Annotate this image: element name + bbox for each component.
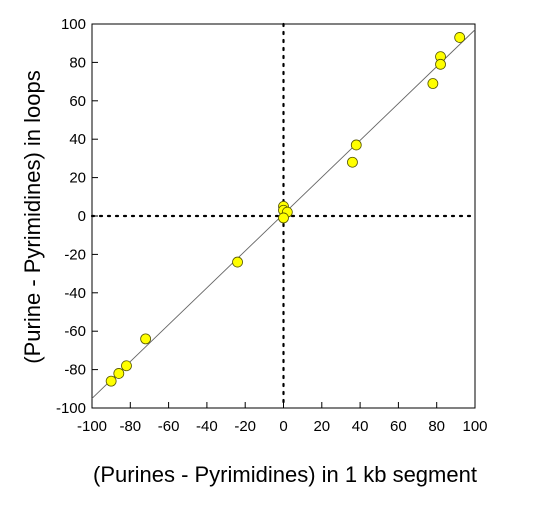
data-point (113, 368, 125, 379)
data-point (427, 78, 439, 89)
x-tick-label: 20 (313, 418, 330, 435)
data-point (454, 32, 466, 43)
x-tick-label: 0 (279, 418, 287, 435)
y-axis-label: (Purine - Pyrimidines) in loops (20, 70, 45, 363)
y-tick-label: 0 (78, 208, 86, 225)
data-point (140, 333, 152, 345)
y-tick-label: 60 (69, 93, 86, 110)
y-tick-label: 80 (69, 54, 86, 71)
data-point (350, 139, 362, 151)
x-tick-label: -80 (119, 418, 141, 435)
data-point (347, 156, 358, 168)
data-point (232, 256, 243, 268)
y-tick-label: 20 (69, 170, 86, 187)
y-axis-ticks: -100 -80 -60 -40 -20 0 20 40 60 80 100 (56, 16, 98, 417)
x-tick-label: -20 (234, 418, 256, 435)
data-point (435, 58, 446, 70)
y-tick-label: -80 (64, 362, 86, 379)
data-points (105, 32, 466, 387)
x-axis-label: (Purines - Pyrimidines) in 1 kb segment (93, 462, 477, 487)
y-tick-label: 40 (69, 131, 86, 148)
x-tick-label: 40 (352, 418, 369, 435)
y-tick-label: -60 (64, 323, 86, 340)
x-tick-label: 100 (462, 418, 487, 435)
y-tick-label: -40 (64, 285, 86, 302)
x-tick-label: -40 (196, 418, 218, 435)
x-tick-label: 80 (428, 418, 445, 435)
data-point (121, 360, 132, 372)
x-tick-label: -100 (77, 418, 107, 435)
x-tick-label: 60 (390, 418, 407, 435)
y-tick-label: -100 (56, 400, 86, 417)
data-point (105, 375, 117, 387)
y-tick-label: -20 (64, 246, 86, 263)
x-tick-label: -60 (158, 418, 180, 435)
y-tick-label: 100 (61, 16, 86, 33)
x-axis-ticks: -100 -80 -60 -40 -20 0 20 40 60 80 100 (77, 402, 488, 435)
data-point (278, 212, 289, 224)
